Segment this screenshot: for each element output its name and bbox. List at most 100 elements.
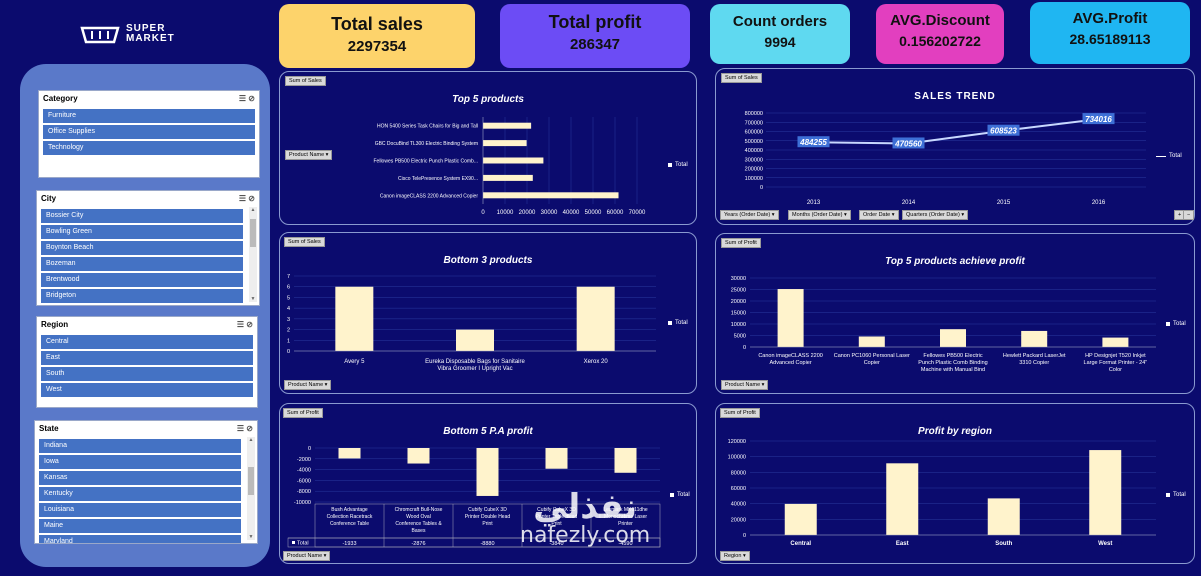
category-label: Avery 5	[344, 359, 365, 365]
multi-select-icon[interactable]: ☰	[238, 194, 247, 203]
clear-filter-icon[interactable]: ⊘	[246, 424, 253, 433]
slicer-item[interactable]: Boynton Beach	[41, 241, 243, 255]
y-tick-label: 400000	[745, 148, 763, 154]
category-label: East	[896, 541, 909, 547]
category-label: Large Format Printer - 24"	[1084, 360, 1148, 366]
value-field-tag[interactable]: Sum of Sales	[721, 73, 762, 83]
slicer-item[interactable]: Kentucky	[39, 487, 241, 501]
category-label: Collection Racetrack	[327, 514, 373, 520]
category-label: HON 5400 Series Task Chairs for Big and …	[377, 124, 478, 130]
field-label: Quarters (Order Date)	[906, 212, 960, 218]
y-tick-label: 4	[287, 306, 290, 312]
sales-trend-chart: 0 100000 200000 300000 400000 500000 600000 700…	[745, 111, 1146, 206]
category-label: Printer Triple Head	[536, 514, 578, 520]
product-name-field-button[interactable]: Product Name ▾	[283, 551, 331, 561]
category-label: Hewlett Packard LaserJet	[1003, 353, 1066, 359]
years-field-button[interactable]: Years (Order Date) ▾	[720, 210, 779, 220]
clear-filter-icon[interactable]: ⊘	[248, 194, 255, 203]
collapse-field-button[interactable]: −	[1183, 210, 1195, 220]
slicer-item[interactable]: East	[41, 351, 253, 365]
slicer-item[interactable]: Office Supplies	[43, 125, 255, 139]
bar	[987, 498, 1020, 535]
scroll-up-icon[interactable]: ▲	[250, 207, 256, 213]
clear-filter-icon[interactable]: ⊘	[248, 94, 255, 103]
multi-select-icon[interactable]: ☰	[236, 320, 245, 329]
slicer-title: Category	[43, 94, 78, 103]
field-label: Order Date	[863, 212, 891, 218]
slicer-item[interactable]: Maryland	[39, 535, 241, 543]
x-tick-label: 2015	[997, 200, 1011, 206]
slicer-item[interactable]: Iowa	[39, 455, 241, 469]
slicer-item[interactable]: West	[41, 383, 253, 397]
slicer-item[interactable]: Central	[41, 335, 253, 349]
legend-label: Total	[675, 162, 688, 168]
panel-top5-profit: Sum of Profit Top 5 products achieve pro…	[715, 233, 1195, 394]
slicer-title: City	[41, 194, 57, 203]
slicer-city: City ☰ ⊘ Bossier City Bowling Green Boynto…	[36, 190, 260, 306]
value-field-tag[interactable]: Sum of Sales	[285, 76, 326, 86]
scroll-up-icon[interactable]: ▲	[248, 437, 254, 443]
bar	[483, 192, 619, 199]
product-name-field-button[interactable]: Product Name ▾	[284, 380, 332, 390]
slicer-item[interactable]: Indiana	[39, 439, 241, 453]
category-label: Canon PC1060 Personal Laser	[834, 353, 910, 359]
order-date-field-button[interactable]: Order Date ▾	[859, 210, 899, 220]
slicer-item[interactable]: Technology	[43, 141, 255, 155]
scroll-down-icon[interactable]: ▼	[250, 296, 256, 302]
legend-label: Total	[1173, 321, 1186, 327]
chart-legend: Total	[668, 162, 688, 168]
kpi-value: 286347	[569, 36, 621, 53]
x-tick-label: 2013	[807, 200, 821, 206]
scrollbar[interactable]: ▲ ▼	[249, 207, 257, 302]
multi-select-icon[interactable]: ☰	[236, 424, 245, 433]
y-tick-label: 3	[287, 317, 290, 323]
slicer-item[interactable]: Kansas	[39, 471, 241, 485]
scrollbar[interactable]: ▲ ▼	[247, 437, 255, 540]
kpi-title: Total sales	[331, 14, 423, 34]
y-tick-label: 2	[287, 328, 290, 334]
months-field-button[interactable]: Months (Order Date) ▾	[788, 210, 851, 220]
scroll-down-icon[interactable]: ▼	[248, 534, 254, 540]
kpi-total-profit: Total profit 286347	[500, 4, 690, 68]
slicer-item[interactable]: Bozeman	[41, 257, 243, 271]
data-table-value: -1933	[342, 541, 356, 547]
chart-title: Bottom 5 P.A profit	[443, 426, 533, 437]
region-field-button[interactable]: Region ▾	[720, 551, 750, 561]
slicer-item[interactable]: Brentwood	[41, 273, 243, 287]
category-label: Punch Plastic Comb Binding	[918, 360, 987, 366]
bar	[1021, 330, 1048, 347]
bar	[1102, 337, 1129, 347]
clear-filter-icon[interactable]: ⊘	[246, 320, 253, 329]
value-field-tag[interactable]: Sum of Profit	[283, 408, 323, 418]
panel-bottom5-pa-profit: Sum of Profit Bottom 5 P.A profit Total …	[279, 403, 697, 564]
x-tick-label: 2014	[902, 200, 916, 206]
slicer-item[interactable]: Maine	[39, 519, 241, 533]
slicer-item[interactable]: Bowling Green	[41, 225, 243, 239]
y-tick-label: -8000	[297, 489, 311, 495]
quarters-field-button[interactable]: Quarters (Order Date) ▾	[902, 210, 969, 220]
slicer-item[interactable]: South	[41, 367, 253, 381]
slicer-item[interactable]: Bridgeton	[41, 289, 243, 303]
value-field-tag[interactable]: Sum of Profit	[720, 408, 760, 418]
field-label: Months (Order Date)	[792, 212, 843, 218]
bar	[576, 286, 615, 351]
chart-title: Top 5 products achieve profit	[885, 256, 1025, 267]
y-tick-label: 0	[760, 185, 763, 191]
scroll-thumb[interactable]	[250, 219, 256, 247]
panel-top5-products: Sum of Sales Top 5 products Product Name…	[279, 71, 697, 225]
slicer-item[interactable]: Louisiana	[39, 503, 241, 517]
x-tick-label: 0	[481, 210, 485, 216]
scroll-thumb[interactable]	[248, 467, 254, 495]
value-field-tag[interactable]: Sum of Sales	[284, 237, 325, 247]
data-label: 608523	[990, 127, 1017, 136]
slicer-item[interactable]: Bossier City	[41, 209, 243, 223]
category-label: Lexmark MX611dhe	[603, 507, 648, 513]
slicer-item[interactable]: Furniture	[43, 109, 255, 123]
multi-select-icon[interactable]: ☰	[238, 94, 247, 103]
product-name-field-button[interactable]: Product Name ▾	[285, 150, 333, 160]
value-field-tag[interactable]: Sum of Profit	[721, 238, 761, 248]
product-name-field-button[interactable]: Product Name ▾	[721, 380, 769, 390]
y-tick-label: 80000	[731, 470, 746, 476]
bar	[1089, 450, 1122, 535]
kpi-value: 9994	[764, 34, 796, 50]
